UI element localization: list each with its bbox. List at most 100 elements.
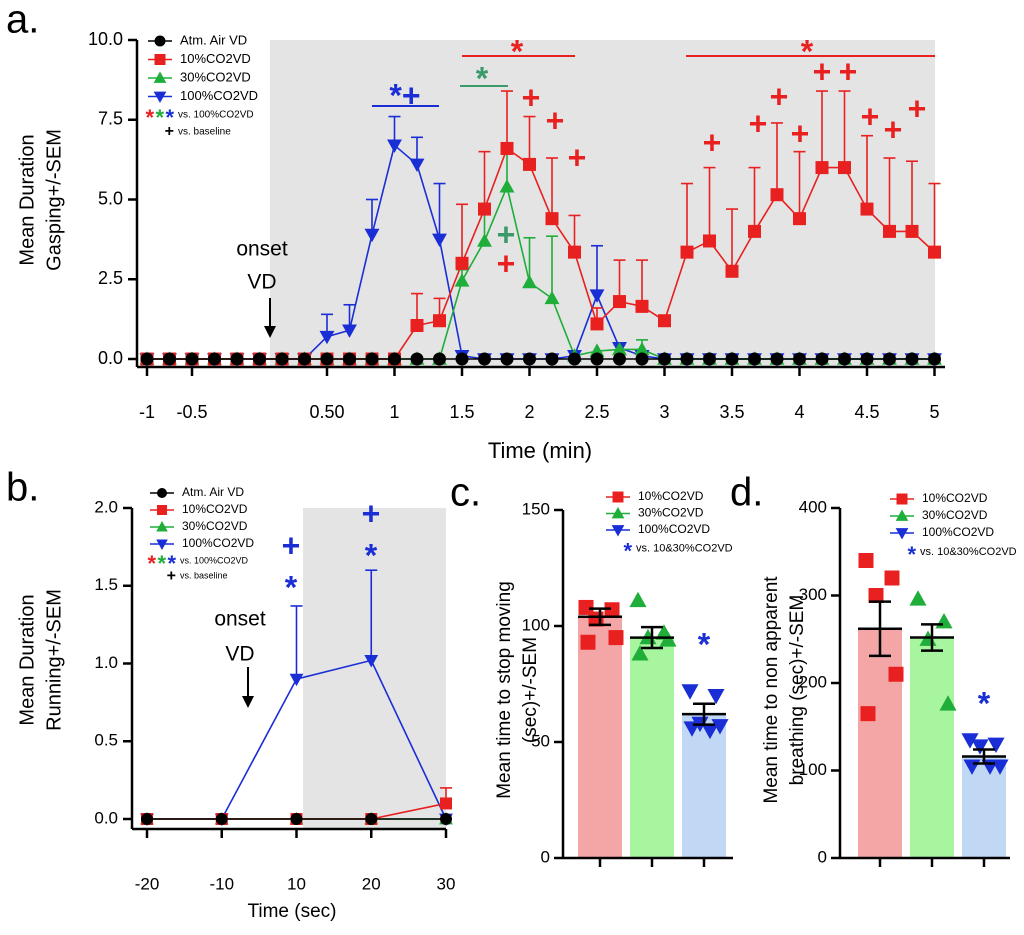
marker — [409, 158, 425, 173]
marker — [928, 352, 941, 366]
marker — [611, 525, 625, 537]
marker — [568, 245, 581, 259]
legend-symbol: * — [147, 551, 156, 576]
marker — [659, 631, 677, 647]
marker — [725, 264, 739, 278]
x-tick-label: -10 — [209, 874, 234, 893]
y-tick-label: 150 — [522, 499, 550, 518]
marker — [987, 737, 1005, 753]
marker — [289, 673, 304, 687]
marker — [838, 161, 851, 175]
marker — [432, 233, 447, 248]
annotation: + — [522, 79, 541, 115]
legend-note: vs. baseline — [178, 126, 231, 137]
legend-label: 10%CO2VD — [638, 489, 704, 503]
marker — [680, 352, 694, 366]
marker — [523, 352, 536, 366]
marker — [185, 352, 199, 366]
y-tick-label: 200 — [799, 672, 827, 691]
marker — [613, 352, 626, 366]
y-tick-label: 100 — [799, 760, 827, 779]
x-tick-label: 0.50 — [309, 402, 344, 422]
marker — [707, 688, 725, 705]
marker — [388, 352, 401, 366]
marker — [631, 645, 649, 661]
y-tick-label: 1.0 — [94, 653, 118, 672]
bar — [962, 756, 1006, 858]
legend-label: 30%CO2VD — [922, 508, 988, 522]
panel-label: a. — [6, 0, 39, 42]
marker — [611, 506, 625, 519]
onset-label: VD — [225, 643, 254, 666]
legend-symbol: * — [145, 105, 154, 130]
marker — [290, 813, 303, 825]
y-tick-label: 0 — [541, 847, 550, 866]
marker — [477, 233, 492, 247]
annotation: + — [497, 245, 516, 281]
legend-note: vs. baseline — [180, 571, 228, 581]
annotation: + — [282, 527, 301, 563]
legend-label: 100%CO2VD — [180, 88, 258, 103]
y-tick-label: 300 — [799, 585, 827, 604]
marker — [635, 299, 649, 313]
marker — [275, 352, 289, 366]
marker — [613, 295, 626, 309]
y-tick-label: 7.5 — [98, 109, 123, 129]
x-tick-label: 10 — [287, 874, 306, 893]
legend-symbol: * — [623, 538, 632, 563]
marker — [580, 634, 596, 650]
marker — [629, 591, 647, 608]
marker — [365, 352, 379, 366]
marker — [454, 273, 470, 287]
legend-note: vs. 100%CO2VD — [180, 555, 249, 565]
marker — [860, 202, 874, 216]
x-tick-label: -1 — [139, 402, 155, 422]
y-axis-label: breathing (sec)+/-SEM — [787, 595, 808, 786]
marker — [343, 352, 356, 366]
x-tick-label: 3.5 — [719, 402, 744, 422]
marker — [522, 274, 537, 289]
marker — [440, 813, 452, 825]
annotation: + — [839, 53, 858, 89]
marker — [883, 224, 896, 238]
onset-arrowhead — [264, 326, 276, 338]
y-tick-label: 0.0 — [94, 808, 118, 827]
marker — [440, 797, 452, 810]
y-tick-label: 400 — [799, 497, 827, 516]
legend-symbol: * — [157, 551, 166, 576]
marker — [815, 352, 829, 366]
annotation: + — [546, 102, 565, 138]
annotation: + — [884, 111, 903, 147]
marker — [253, 352, 266, 366]
marker — [500, 352, 514, 366]
y-tick-label: 10.0 — [88, 29, 123, 49]
legend-note: vs. 10&30%CO2VD — [920, 546, 1017, 558]
bar — [630, 637, 674, 858]
marker — [895, 509, 909, 521]
y-axis-label: (sec)+/-SEM — [520, 637, 541, 743]
y-axis-label: Running+/-SEM — [43, 589, 65, 731]
marker — [455, 352, 469, 366]
panel-label: c. — [450, 471, 481, 515]
legend-label: 30%CO2VD — [182, 519, 248, 533]
y-tick-label: 5.0 — [98, 188, 123, 208]
marker — [858, 553, 874, 568]
legend-label: 10%CO2VD — [180, 51, 251, 66]
marker — [433, 352, 446, 366]
marker — [342, 324, 357, 338]
marker — [703, 234, 716, 248]
x-tick-label: -0.5 — [176, 402, 207, 422]
x-tick-label: 30 — [437, 874, 456, 893]
marker — [154, 54, 166, 65]
marker — [905, 352, 919, 366]
marker — [793, 212, 806, 226]
marker — [208, 352, 221, 366]
legend-label: Atm. Air VD — [182, 485, 244, 499]
marker — [748, 352, 761, 366]
x-tick-label: 2 — [524, 402, 534, 422]
y-tick-label: 2.0 — [94, 497, 118, 516]
annotation: + — [362, 495, 381, 531]
marker — [153, 71, 167, 83]
marker — [909, 590, 927, 606]
